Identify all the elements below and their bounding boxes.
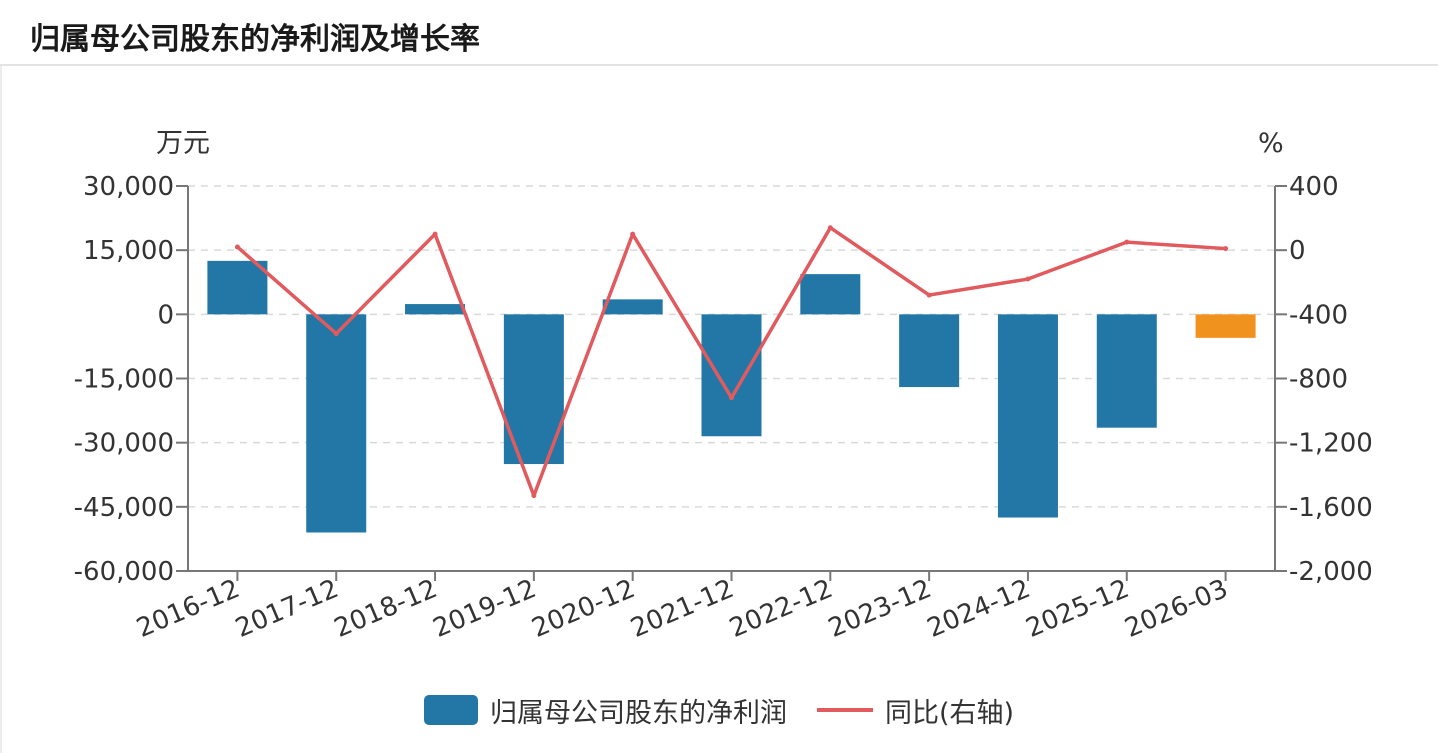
bar-net-profit	[306, 314, 367, 533]
right-axis-tick-label: 400	[1289, 172, 1339, 202]
bar-net-profit	[701, 314, 762, 437]
x-axis-tick-label: 2024-12	[923, 574, 1035, 644]
point-yoy-growth	[827, 225, 833, 231]
right-axis-tick-label: -800	[1289, 365, 1348, 395]
point-yoy-growth	[926, 292, 932, 298]
point-yoy-growth	[630, 231, 636, 237]
point-yoy-growth	[1025, 276, 1031, 282]
point-yoy-growth	[432, 231, 438, 237]
legend-item-net-profit[interactable]: 归属母公司股东的净利润	[423, 691, 787, 730]
chart-header: 归属母公司股东的净利润及增长率	[0, 0, 1438, 66]
legend-line-label: 同比(右轴)	[884, 697, 1015, 729]
bar-net-profit	[207, 260, 268, 315]
right-axis-unit: %	[1258, 128, 1284, 159]
left-axis-tick-label: 0	[157, 300, 174, 330]
right-axis-tick-label: 0	[1289, 236, 1306, 266]
left-axis-tick-label: 30,000	[83, 172, 174, 202]
right-axis-tick-label: -1,200	[1289, 429, 1373, 459]
panel-border	[0, 66, 2, 753]
x-axis-tick-label: 2025-12	[1022, 574, 1134, 644]
left-axis-unit: 万元	[156, 128, 210, 159]
point-yoy-growth	[234, 244, 240, 250]
point-yoy-growth	[729, 395, 734, 401]
bar-net-profit	[602, 299, 663, 315]
x-axis-tick-label: 2023-12	[824, 574, 936, 644]
left-axis-tick-label: 15,000	[83, 236, 174, 266]
point-yoy-growth	[1223, 246, 1229, 252]
right-axis-tick-label: -2,000	[1289, 557, 1373, 587]
x-axis-tick-label: 2020-12	[528, 574, 640, 644]
right-axis-tick-label: -400	[1289, 300, 1348, 330]
point-yoy-growth	[1124, 239, 1130, 245]
left-axis-tick-label: -45,000	[74, 493, 174, 523]
x-axis-tick-label: 2021-12	[627, 574, 739, 644]
x-axis-tick-label: 2017-12	[231, 574, 343, 644]
x-axis-tick-label: 2026-03	[1121, 574, 1233, 644]
left-axis-tick-label: -15,000	[74, 365, 174, 395]
x-axis-tick-label: 2022-12	[725, 574, 837, 644]
bar-net-profit	[997, 314, 1058, 518]
right-axis-tick-label: -1,600	[1289, 493, 1373, 523]
point-yoy-growth	[333, 331, 339, 337]
legend-bar-label: 归属母公司股东的净利润	[489, 697, 787, 729]
x-axis-tick-label: 2018-12	[330, 574, 442, 644]
bar-net-profit	[1195, 314, 1256, 338]
legend-bar-swatch	[423, 695, 478, 725]
legend-item-yoy[interactable]: 同比(右轴)	[816, 691, 1015, 730]
chart-title: 归属母公司股东的净利润及增长率	[30, 22, 480, 57]
x-axis-tick-label: 2019-12	[429, 574, 541, 644]
bar-net-profit	[1096, 314, 1157, 428]
legend-line-swatch	[816, 708, 873, 712]
left-axis-tick-label: -30,000	[74, 429, 174, 459]
left-axis-tick-label: -60,000	[74, 557, 174, 587]
bar-net-profit	[405, 304, 466, 315]
point-yoy-growth	[531, 493, 537, 499]
bar-net-profit	[800, 274, 861, 315]
chart-legend: 归属母公司股东的净利润 同比(右轴)	[0, 688, 1438, 732]
bar-net-profit	[899, 314, 960, 388]
